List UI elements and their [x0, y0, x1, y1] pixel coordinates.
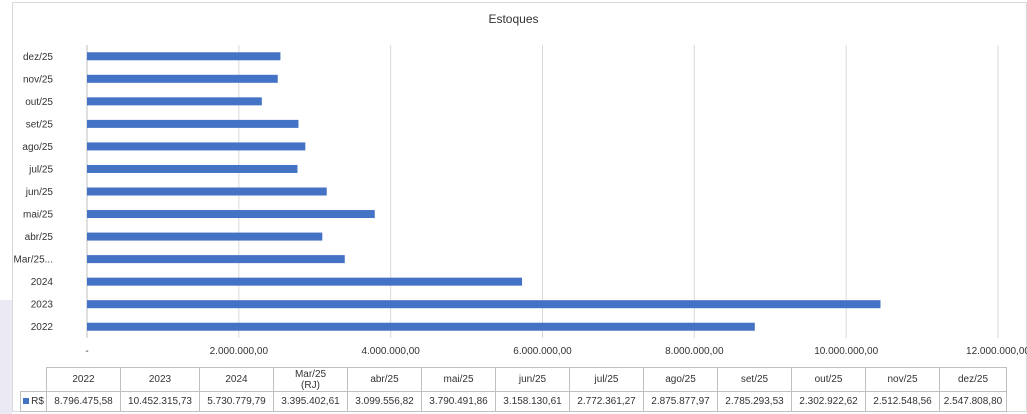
bar [87, 52, 281, 61]
bar [87, 74, 278, 83]
table-value-cell: 5.730.779,79 [199, 391, 274, 412]
x-tick-label: 6.000.000,00 [513, 346, 572, 357]
y-category-label: jun/25 [25, 187, 54, 198]
table-header-cell: jul/25 [569, 367, 644, 392]
table-value-cell: 2.875.877,97 [643, 391, 718, 412]
y-category-label: ago/25 [22, 142, 53, 153]
table-header-cell: 2022 [46, 367, 121, 392]
table-header-cell: ago/25 [643, 367, 718, 392]
bar [87, 300, 881, 309]
table-value-cell: 8.796.475,58 [46, 391, 121, 412]
y-category-label: 2022 [31, 322, 54, 333]
y-category-label: set/25 [26, 119, 54, 130]
bar [87, 119, 299, 128]
y-category-label: mai/25 [23, 210, 53, 221]
table-row-label: R$ [20, 391, 47, 412]
bar [87, 322, 755, 331]
bar [87, 255, 345, 264]
table-value-cell: 2.785.293,53 [717, 391, 792, 412]
y-category-label: 2024 [31, 277, 54, 288]
chart-title: Estoques [488, 12, 539, 26]
table-value-cell: 3.158.130,61 [495, 391, 570, 412]
table-header-cell: nov/25 [865, 367, 940, 392]
x-tick-label: 2.000.000,00 [210, 346, 269, 357]
bar [87, 187, 327, 196]
table-header-cell: jun/25 [495, 367, 570, 392]
data-table: 2022 2023 2024 Mar/25 (RJ) abr/25 mai/25 jun/25… [20, 367, 1007, 412]
table-header-cell: Mar/25 (RJ) [273, 367, 348, 392]
table-corner [20, 367, 47, 392]
table-value-cell: 2.547.808,80 [939, 391, 1007, 412]
y-category-label: abr/25 [25, 232, 54, 243]
bar [87, 210, 375, 219]
x-tick-label: 4.000.000,00 [361, 346, 420, 357]
table-value-cell: 10.452.315,73 [120, 391, 200, 412]
x-tick-label: 10.000.000,00 [814, 346, 878, 357]
table-value-cell: 3.395.402,61 [273, 391, 348, 412]
y-category-label: jul/25 [28, 164, 53, 175]
table-header-cell: set/25 [717, 367, 792, 392]
legend-key [23, 398, 30, 405]
y-category-label: 2023 [31, 300, 54, 311]
table-header-cell: dez/25 [939, 367, 1007, 392]
x-tick-label: 8.000.000,00 [665, 346, 724, 357]
bar [87, 97, 262, 106]
y-category-label: dez/25 [23, 52, 53, 63]
bar [87, 277, 523, 286]
bar [87, 142, 306, 151]
y-category-label: out/25 [25, 97, 53, 108]
table-header-cell: 2024 [199, 367, 274, 392]
bar [87, 232, 323, 241]
y-category-label: nov/25 [23, 74, 53, 85]
table-header-cell: mai/25 [421, 367, 496, 392]
table-header-cell: abr/25 [347, 367, 422, 392]
bar [87, 164, 298, 173]
table-value-cell: 2.302.922,62 [791, 391, 866, 412]
table-header-cell: out/25 [791, 367, 866, 392]
table-value-cell: 2.772.361,27 [569, 391, 644, 412]
x-tick-label: 12.000.000,00 [966, 346, 1027, 357]
table-value-cell: 2.512.548,56 [865, 391, 940, 412]
table-header-cell: 2023 [120, 367, 200, 392]
y-category-label: Mar/25... [14, 255, 53, 266]
side-decoration [0, 300, 12, 414]
table-value-cell: 3.099.556,82 [347, 391, 422, 412]
table-value-cell: 3.790.491,86 [421, 391, 496, 412]
x-tick-label: - [85, 346, 88, 357]
